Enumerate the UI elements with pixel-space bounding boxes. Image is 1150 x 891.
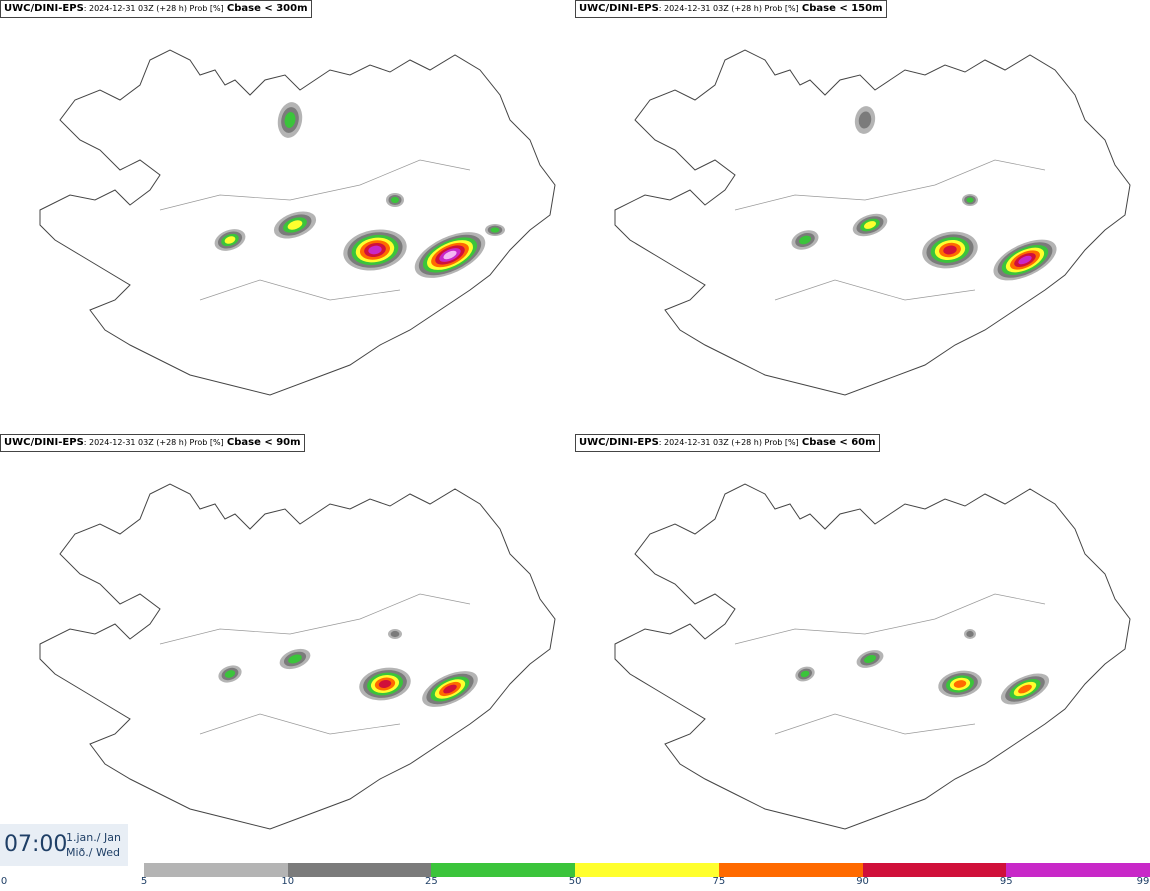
probability-field (214, 102, 505, 278)
iceland-map (614, 483, 1131, 830)
map-panel: UWC/DINI-EPS: 2024-12-31 03Z (+28 h) Pro… (0, 0, 575, 434)
probability-field (791, 106, 1057, 281)
panel-header: UWC/DINI-EPS: 2024-12-31 03Z (+28 h) Pro… (575, 434, 880, 452)
probability-contour (224, 236, 236, 244)
legend-color-bin (862, 863, 1007, 877)
map-panel: UWC/DINI-EPS: 2024-12-31 03Z (+28 h) Pro… (575, 0, 1150, 434)
legend-tick-label: 99 (1136, 876, 1150, 887)
probability-contour (864, 655, 876, 663)
region-borders (734, 159, 1046, 301)
probability-contour (390, 630, 400, 638)
panel-variable: Cbase < 150m (801, 3, 883, 14)
legend-color-bin (575, 863, 719, 877)
probability-contour (966, 197, 974, 203)
probability-contour (287, 220, 303, 230)
legend-tick-label: 25 (425, 876, 438, 887)
probability-contour (368, 245, 382, 255)
panel-variable: Cbase < 60m (801, 437, 876, 448)
probability-contour (490, 227, 500, 233)
probability-contour (288, 654, 302, 664)
region-borders (159, 593, 471, 735)
probability-contour (284, 112, 296, 128)
probability-contour (1018, 684, 1032, 694)
panel-header: UWC/DINI-EPS: 2024-12-31 03Z (+28 h) Pro… (0, 434, 305, 452)
probability-contour (863, 221, 877, 229)
legend-tick-label: 90 (856, 876, 869, 887)
panel-header: UWC/DINI-EPS: 2024-12-31 03Z (+28 h) Pro… (0, 0, 312, 18)
region-borders (734, 593, 1046, 735)
color-legend: 0 5 10 25 50 75 90 95 99 (0, 860, 1150, 891)
probability-field (795, 629, 1050, 705)
probability-contour (800, 670, 810, 678)
probability-contour (443, 684, 457, 694)
probability-contour (943, 245, 957, 255)
region-borders (159, 159, 471, 301)
valid-date: 1.jan./ Jan Mið./ Wed (66, 830, 121, 860)
iceland-map (39, 49, 556, 396)
legend-tick-label: 75 (712, 876, 726, 887)
legend-tick-label: 5 (140, 876, 148, 887)
panel-variable: Cbase < 300m (226, 3, 308, 14)
probability-contour (953, 680, 967, 688)
probability-field (218, 629, 478, 707)
panel-meta: : 2024-12-31 03Z (+28 h) Prob [%] (83, 4, 224, 13)
probability-contour (378, 680, 392, 688)
probability-contour (966, 630, 974, 638)
legend-tick-label: 95 (999, 876, 1013, 887)
legend-color-bin (144, 863, 288, 877)
valid-time-box: 07:00 1.jan./ Jan Mið./ Wed (0, 824, 128, 866)
legend-color-bin (1006, 863, 1150, 877)
panel-variable: Cbase < 90m (226, 437, 301, 448)
probability-contour (798, 235, 812, 245)
probability-contour (391, 196, 399, 204)
valid-date-line1: 1.jan./ Jan (66, 831, 121, 844)
legend-tick-label: 10 (281, 876, 295, 887)
panel-meta: : 2024-12-31 03Z (+28 h) Prob [%] (658, 438, 799, 447)
legend-color-bin (431, 863, 576, 877)
panel-meta: : 2024-12-31 03Z (+28 h) Prob [%] (658, 4, 799, 13)
iceland-map (614, 49, 1131, 396)
probability-contour (1018, 255, 1032, 265)
panel-meta: : 2024-12-31 03Z (+28 h) Prob [%] (83, 438, 224, 447)
panel-model: UWC/DINI-EPS (4, 3, 84, 14)
probability-contour (443, 250, 457, 260)
iceland-map (39, 483, 556, 830)
probability-contour (224, 670, 236, 678)
map-panel: UWC/DINI-EPS: 2024-12-31 03Z (+28 h) Pro… (0, 434, 575, 868)
legend-tick-label: 50 (568, 876, 582, 887)
panel-header: UWC/DINI-EPS: 2024-12-31 03Z (+28 h) Pro… (575, 0, 887, 18)
panel-model: UWC/DINI-EPS (579, 437, 659, 448)
valid-time: 07:00 (4, 832, 68, 857)
legend-color-bin (718, 863, 863, 877)
legend-tick-label: 0 (0, 876, 8, 887)
panel-model: UWC/DINI-EPS (579, 3, 659, 14)
probability-contour (858, 111, 872, 129)
legend-color-bin (287, 863, 432, 877)
map-panel: UWC/DINI-EPS: 2024-12-31 03Z (+28 h) Pro… (575, 434, 1150, 868)
valid-date-line2: Mið./ Wed (66, 846, 120, 859)
panel-model: UWC/DINI-EPS (4, 437, 84, 448)
